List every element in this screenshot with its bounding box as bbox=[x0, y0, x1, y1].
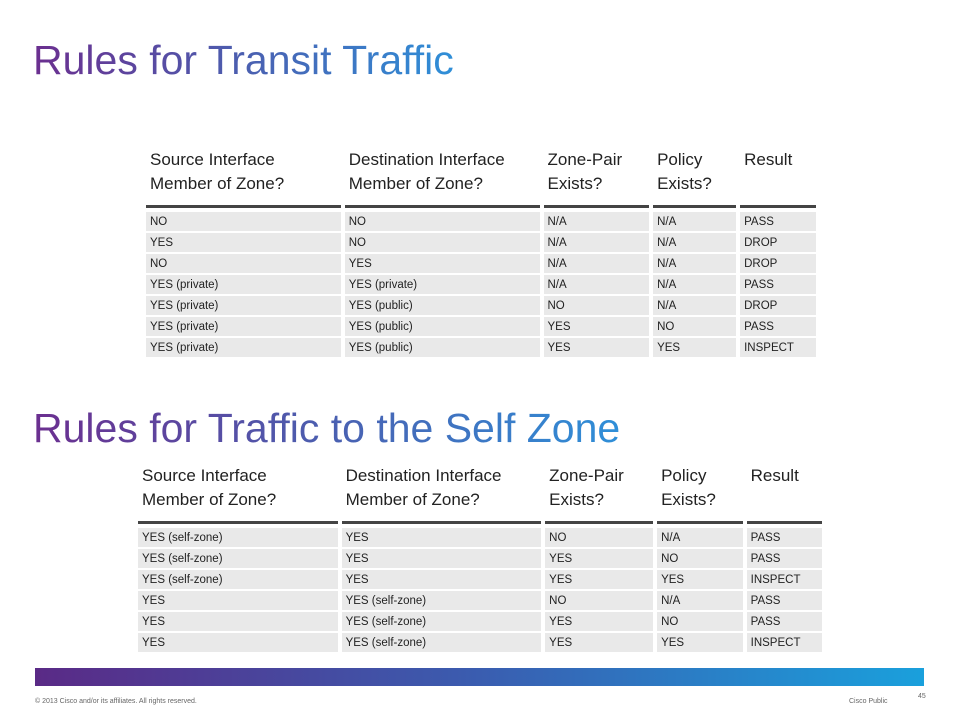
table-row: YES (self-zone) YES YES YES INSPECT bbox=[138, 570, 822, 589]
header-zone-pair-exists: Zone-Pair Exists? bbox=[543, 148, 650, 208]
cell-zone-pair: YES bbox=[545, 633, 654, 652]
cell-zone-pair: N/A bbox=[543, 233, 650, 252]
cell-destination: YES bbox=[341, 549, 542, 568]
table-row: YES (self-zone) YES NO N/A PASS bbox=[138, 526, 822, 547]
cell-policy: N/A bbox=[653, 254, 737, 273]
table-row: YES (self-zone) YES YES NO PASS bbox=[138, 549, 822, 568]
cell-source: YES (private) bbox=[146, 338, 341, 357]
cell-result: DROP bbox=[740, 254, 816, 273]
copyright-notice: © 2013 Cisco and/or its affiliates. All … bbox=[35, 698, 197, 705]
cell-policy: YES bbox=[653, 338, 737, 357]
cell-zone-pair: NO bbox=[545, 591, 654, 610]
cell-zone-pair: N/A bbox=[543, 275, 650, 294]
cell-result: PASS bbox=[746, 612, 822, 631]
cell-zone-pair: YES bbox=[545, 570, 654, 589]
cell-result: INSPECT bbox=[746, 570, 822, 589]
cell-source: YES (self-zone) bbox=[138, 526, 338, 547]
cell-destination: YES (public) bbox=[344, 317, 540, 336]
cell-source: YES (self-zone) bbox=[138, 570, 338, 589]
cell-result: PASS bbox=[740, 210, 816, 231]
header-policy-exists: Policy Exists? bbox=[657, 464, 743, 524]
cell-policy: N/A bbox=[657, 526, 743, 547]
cell-source: NO bbox=[146, 254, 341, 273]
table-row: YES NO N/A N/A DROP bbox=[146, 233, 816, 252]
header-result: Result bbox=[746, 464, 822, 524]
table-row: YES YES (self-zone) YES NO PASS bbox=[138, 612, 822, 631]
table-row: YES YES (self-zone) NO N/A PASS bbox=[138, 591, 822, 610]
cell-source: NO bbox=[146, 210, 341, 231]
cell-result: PASS bbox=[746, 526, 822, 547]
cell-source: YES bbox=[146, 233, 341, 252]
cell-zone-pair: YES bbox=[545, 612, 654, 631]
self-zone-rules-title: Rules for Traffic to the Self Zone bbox=[33, 405, 621, 451]
cell-result: INSPECT bbox=[746, 633, 822, 652]
header-result: Result bbox=[740, 148, 816, 208]
cell-destination: NO bbox=[344, 233, 540, 252]
cell-source: YES (self-zone) bbox=[138, 549, 338, 568]
cell-destination: YES (self-zone) bbox=[341, 633, 542, 652]
cell-destination: YES bbox=[341, 526, 542, 547]
cell-destination: YES (public) bbox=[344, 296, 540, 315]
cell-policy: NO bbox=[657, 612, 743, 631]
cell-source: YES (private) bbox=[146, 317, 341, 336]
cell-policy: YES bbox=[657, 570, 743, 589]
header-destination-interface: Destination Interface Member of Zone? bbox=[341, 464, 542, 524]
page-number: 45 bbox=[918, 693, 926, 700]
classification-label: Cisco Public bbox=[849, 698, 888, 705]
cell-source: YES bbox=[138, 612, 338, 631]
table-row: YES (private) YES (public) NO N/A DROP bbox=[146, 296, 816, 315]
header-policy-exists: Policy Exists? bbox=[653, 148, 737, 208]
cell-destination: YES (public) bbox=[344, 338, 540, 357]
cell-policy: N/A bbox=[657, 591, 743, 610]
cell-result: INSPECT bbox=[740, 338, 816, 357]
cell-policy: N/A bbox=[653, 210, 737, 231]
table-row: YES (private) YES (public) YES NO PASS bbox=[146, 317, 816, 336]
cell-policy: YES bbox=[657, 633, 743, 652]
cell-result: PASS bbox=[740, 275, 816, 294]
cell-zone-pair: YES bbox=[545, 549, 654, 568]
cell-policy: N/A bbox=[653, 233, 737, 252]
table-row: YES (private) YES (private) N/A N/A PASS bbox=[146, 275, 816, 294]
cell-policy: N/A bbox=[653, 296, 737, 315]
cell-destination: YES bbox=[344, 254, 540, 273]
cell-destination: YES (self-zone) bbox=[341, 612, 542, 631]
cell-result: DROP bbox=[740, 233, 816, 252]
footer-gradient-bar bbox=[35, 668, 924, 686]
cell-zone-pair: NO bbox=[543, 296, 650, 315]
self-zone-rules-table: Source Interface Member of Zone? Destinat… bbox=[134, 462, 826, 654]
transit-rules-title: Rules for Transit Traffic bbox=[33, 37, 454, 83]
table-header-row: Source Interface Member of Zone? Destinat… bbox=[146, 148, 816, 208]
table-row: YES YES (self-zone) YES YES INSPECT bbox=[138, 633, 822, 652]
table-header-row: Source Interface Member of Zone? Destinat… bbox=[138, 464, 822, 524]
cell-source: YES (private) bbox=[146, 275, 341, 294]
cell-destination: YES bbox=[341, 570, 542, 589]
cell-source: YES bbox=[138, 591, 338, 610]
table-row: YES (private) YES (public) YES YES INSPE… bbox=[146, 338, 816, 357]
cell-zone-pair: NO bbox=[545, 526, 654, 547]
cell-policy: NO bbox=[653, 317, 737, 336]
header-destination-interface: Destination Interface Member of Zone? bbox=[344, 148, 540, 208]
cell-destination: YES (self-zone) bbox=[341, 591, 542, 610]
cell-result: DROP bbox=[740, 296, 816, 315]
cell-result: PASS bbox=[746, 549, 822, 568]
cell-source: YES (private) bbox=[146, 296, 341, 315]
cell-destination: NO bbox=[344, 210, 540, 231]
cell-destination: YES (private) bbox=[344, 275, 540, 294]
header-zone-pair-exists: Zone-Pair Exists? bbox=[545, 464, 654, 524]
header-source-interface: Source Interface Member of Zone? bbox=[138, 464, 338, 524]
cell-policy: N/A bbox=[653, 275, 737, 294]
cell-zone-pair: N/A bbox=[543, 210, 650, 231]
cell-policy: NO bbox=[657, 549, 743, 568]
cell-zone-pair: YES bbox=[543, 317, 650, 336]
cell-result: PASS bbox=[740, 317, 816, 336]
table-row: NO YES N/A N/A DROP bbox=[146, 254, 816, 273]
table-row: NO NO N/A N/A PASS bbox=[146, 210, 816, 231]
header-source-interface: Source Interface Member of Zone? bbox=[146, 148, 341, 208]
transit-rules-table: Source Interface Member of Zone? Destinat… bbox=[142, 146, 820, 359]
cell-result: PASS bbox=[746, 591, 822, 610]
cell-source: YES bbox=[138, 633, 338, 652]
cell-zone-pair: YES bbox=[543, 338, 650, 357]
cell-zone-pair: N/A bbox=[543, 254, 650, 273]
